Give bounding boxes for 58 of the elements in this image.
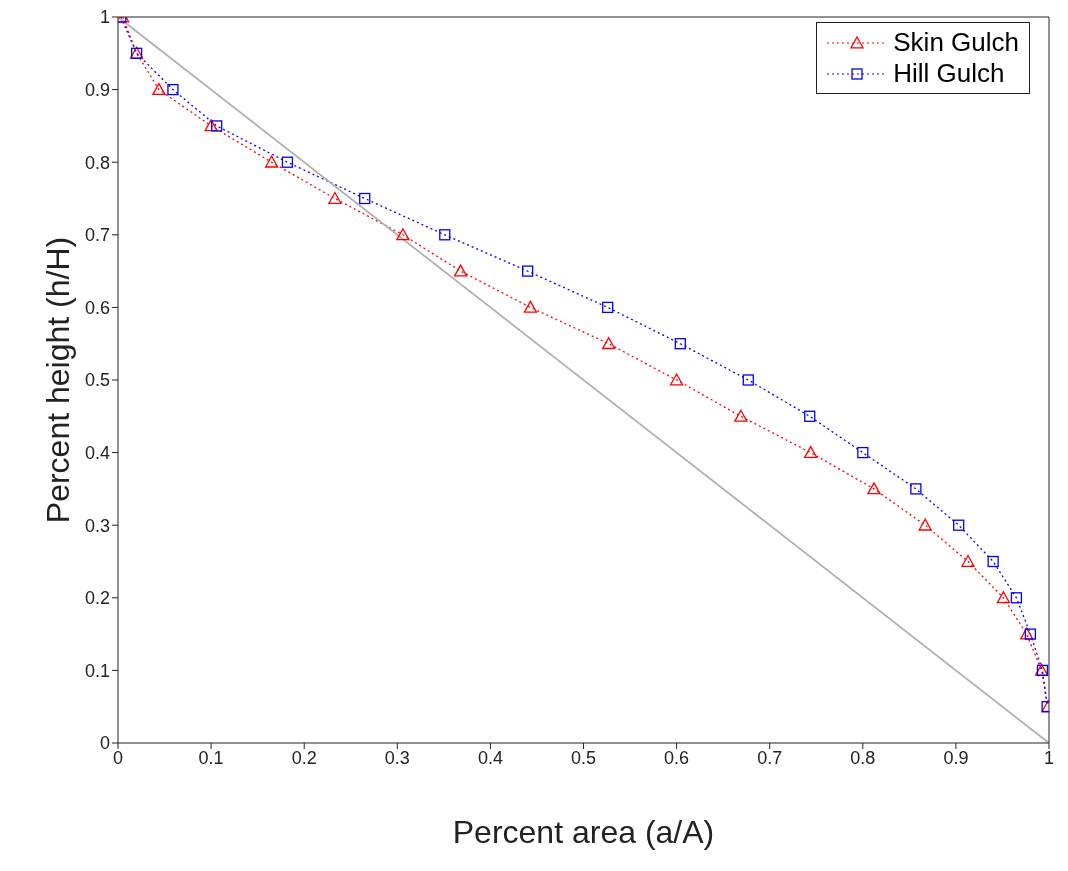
y-tick-label: 0.2	[84, 588, 110, 609]
point	[918, 518, 932, 531]
point	[1020, 627, 1034, 640]
y-tick-label: 0.4	[84, 442, 110, 463]
x-tick-label: 0.3	[384, 747, 410, 768]
y-tick-label: 0.9	[84, 79, 110, 100]
point	[396, 228, 410, 241]
y-tick-label: 0.8	[84, 152, 110, 173]
point	[602, 301, 614, 314]
x-tick-label: 0	[112, 747, 124, 768]
x-tick-label: 0.8	[850, 747, 876, 768]
point	[987, 555, 999, 568]
point	[674, 338, 686, 350]
x-tick-label: 1	[1043, 747, 1055, 768]
point	[867, 482, 881, 495]
point	[910, 483, 922, 495]
x-tick-label: 0.4	[477, 747, 503, 768]
y-tick-label: 0.1	[84, 660, 110, 681]
x-tick-label: 0.7	[757, 747, 783, 768]
point	[359, 192, 371, 205]
point	[601, 337, 616, 350]
point	[211, 120, 223, 132]
y-tick-label: 0.7	[84, 225, 110, 246]
point	[264, 155, 279, 168]
point	[1010, 592, 1023, 604]
y-tick-label: 0.6	[84, 297, 110, 318]
point	[523, 300, 538, 313]
point	[453, 264, 468, 277]
point	[167, 83, 179, 96]
point	[804, 410, 816, 422]
point	[521, 265, 534, 277]
point	[953, 519, 965, 531]
x-tick-label: 0.5	[570, 747, 597, 768]
y-tick-label: 1	[99, 7, 110, 28]
point	[961, 554, 975, 567]
point	[328, 191, 342, 204]
legend-label: Hill Gulch	[893, 58, 1005, 89]
point	[996, 591, 1011, 604]
point	[804, 445, 818, 459]
point	[742, 374, 754, 386]
y-tick-label: 0.5	[84, 370, 110, 391]
y-tick-label: 0.3	[84, 515, 110, 536]
point	[857, 446, 869, 459]
point	[1024, 628, 1037, 640]
point	[152, 82, 166, 96]
point	[439, 229, 451, 241]
point	[281, 156, 294, 168]
point	[204, 119, 218, 132]
x-tick-label: 0.6	[664, 747, 690, 768]
y-tick-label: 0	[99, 733, 110, 754]
point	[669, 373, 684, 386]
y-axis-title: Percent height (h/H)	[40, 236, 77, 524]
x-tick-label: 0.2	[291, 747, 317, 768]
legend-label: Skin Gulch	[893, 27, 1019, 58]
x-axis-title: Percent area (a/A)	[452, 814, 715, 850]
point	[734, 409, 748, 422]
x-tick-label: 0.1	[198, 747, 224, 768]
x-tick-label: 0.9	[943, 747, 969, 768]
